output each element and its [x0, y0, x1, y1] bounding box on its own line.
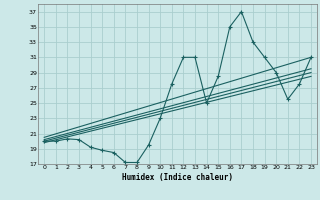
X-axis label: Humidex (Indice chaleur): Humidex (Indice chaleur): [122, 173, 233, 182]
